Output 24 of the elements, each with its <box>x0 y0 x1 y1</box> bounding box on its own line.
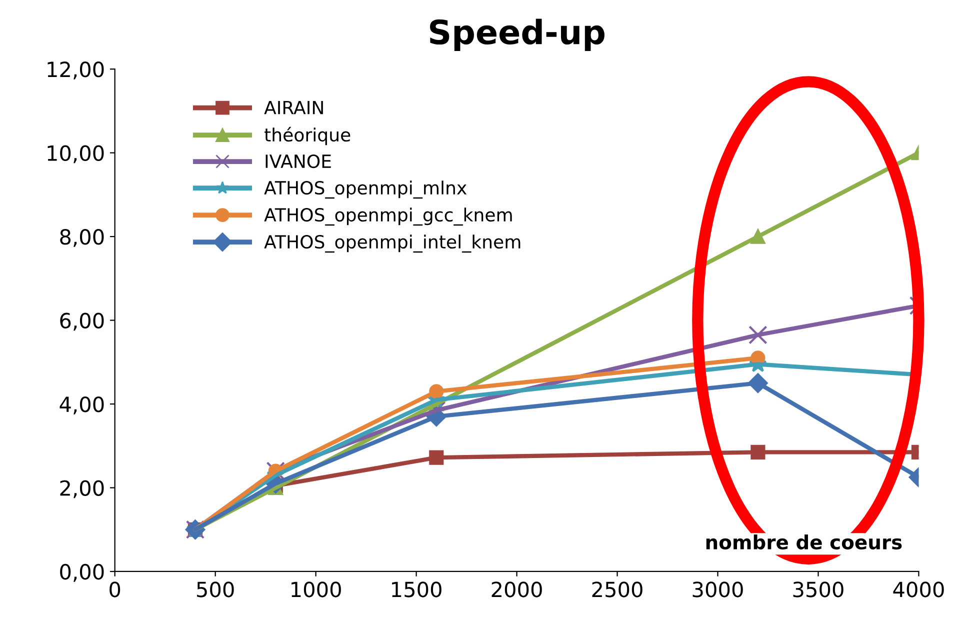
y-tick-label: 12,00 <box>48 62 104 80</box>
y-tick-label: 6,00 <box>60 312 104 331</box>
legend-label: ATHOS_openmpi_intel_knem <box>264 234 520 253</box>
y-tick-label: 10,00 <box>48 145 104 164</box>
y-tick-label: 2,00 <box>60 480 104 498</box>
y-tick-label: 0,00 <box>60 564 104 582</box>
x-tick-label: 2000 <box>492 582 542 598</box>
legend-label: AIRAIN <box>264 100 323 114</box>
x-tick-label: 2500 <box>592 582 642 598</box>
chart-title: Speed-up <box>430 18 604 52</box>
legend-label: ATHOS_openmpi_gcc_knem <box>264 208 512 226</box>
x-tick-label: 0 <box>110 582 120 598</box>
x-tick-label: 3500 <box>793 582 844 598</box>
y-tick-label: 8,00 <box>60 229 104 247</box>
x-tick-label: 3000 <box>692 582 743 598</box>
x-tick-label: 1500 <box>392 582 442 598</box>
x-axis-title: nombre de coeurs <box>706 534 902 550</box>
legend-label: théorique <box>264 126 350 146</box>
x-tick-label: 1000 <box>292 582 341 598</box>
legend-label: ATHOS_openmpi_mlnx <box>264 180 467 199</box>
legend-label: IVANOE <box>266 154 331 168</box>
y-tick-label: 4,00 <box>60 396 104 414</box>
x-tick-label: 4000 <box>893 582 944 598</box>
x-tick-label: 500 <box>197 582 234 598</box>
